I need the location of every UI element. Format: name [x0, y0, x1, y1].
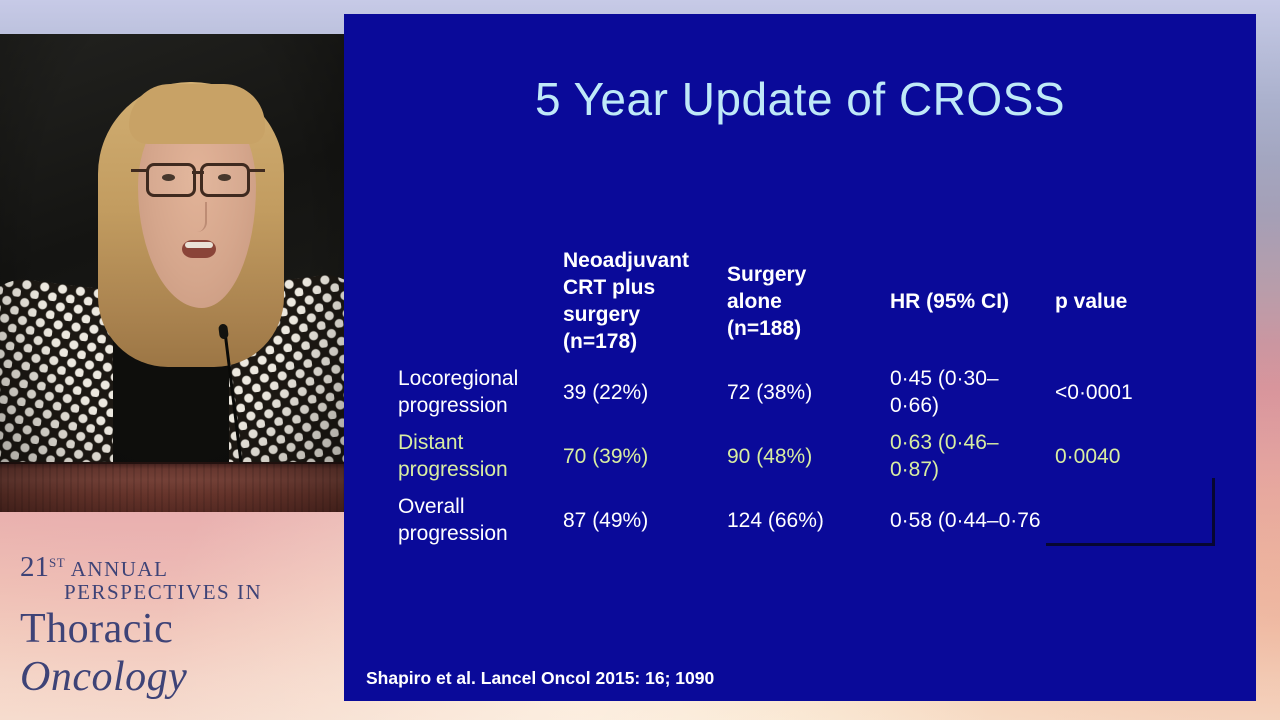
conference-logo: 21ST ANNUAL PERSPECTIVES IN Thoracic Onc… — [20, 551, 350, 701]
table-cell: 70 (39%) — [563, 444, 649, 468]
col-header-hr: HR (95% CI) — [890, 289, 1010, 313]
speaker-jacket-left — [0, 274, 184, 512]
speaker-top — [113, 294, 229, 466]
row-label: Locoregional progression — [398, 367, 519, 417]
table-corner-cell — [398, 242, 563, 360]
table-cell: 0·45 (0·30–0·66) — [890, 367, 999, 417]
logo-title-italic: Oncology — [20, 654, 188, 700]
table-cell: 72 (38%) — [727, 380, 813, 404]
col-header-surgery-alone: Surgery alone (n=188) — [727, 262, 807, 340]
table-cell: 0·0040 — [1055, 444, 1121, 468]
table-cell: 39 (22%) — [563, 380, 649, 404]
speaker-hair — [98, 82, 284, 367]
table-cell: 0·63 (0·46–0·87) — [890, 431, 999, 481]
row-label: Distant progression — [398, 431, 508, 481]
speaker-necklace — [134, 322, 210, 361]
logo-annual: ANNUAL — [70, 557, 169, 581]
podium — [0, 462, 344, 512]
speaker-jacket-right — [158, 270, 344, 512]
row-label: Overall progression — [398, 495, 508, 545]
logo-title-regular: Thoracic — [20, 606, 174, 652]
speaker-neck — [168, 282, 214, 324]
slide-title: 5 Year Update of CROSS — [534, 73, 1066, 125]
microphone — [224, 335, 247, 497]
table-cell: 124 (66%) — [727, 508, 824, 532]
logo-line2: PERSPECTIVES IN — [64, 580, 263, 604]
table-cell: 90 (48%) — [727, 444, 813, 468]
speaker-glasses — [131, 163, 265, 197]
logo-edition-suffix: ST — [49, 555, 66, 570]
speaker-face — [138, 98, 256, 308]
table-cell: <0·0001 — [1055, 380, 1133, 404]
slide-citation: Shapiro et al. Lancel Oncol 2015: 16; 10… — [366, 668, 715, 688]
microphone-head — [218, 323, 229, 340]
speaker-video — [0, 34, 344, 512]
col-header-crt-surgery: Neoadjuvant CRT plus surgery (n=178) — [563, 249, 690, 353]
results-table: Neoadjuvant CRT plus surgery (n=178) Sur… — [398, 242, 1213, 552]
empty-pvalue-box-outline — [1046, 478, 1215, 546]
presentation-slide: 5 Year Update of CROSS Neoadjuvant CRT p… — [344, 14, 1256, 701]
logo-edition-number: 21 — [20, 551, 49, 583]
logo-title: Thoracic Oncology — [20, 605, 350, 701]
speaker-mouth — [182, 240, 216, 258]
table-cell: 87 (49%) — [563, 508, 649, 532]
logo-line1: 21ST ANNUAL — [20, 551, 350, 583]
speaker-hair-bangs — [129, 84, 265, 144]
col-header-pvalue: p value — [1055, 289, 1128, 313]
speaker-nose — [189, 202, 207, 232]
table-cell: 0·58 (0·44–0·76 — [890, 508, 1041, 532]
